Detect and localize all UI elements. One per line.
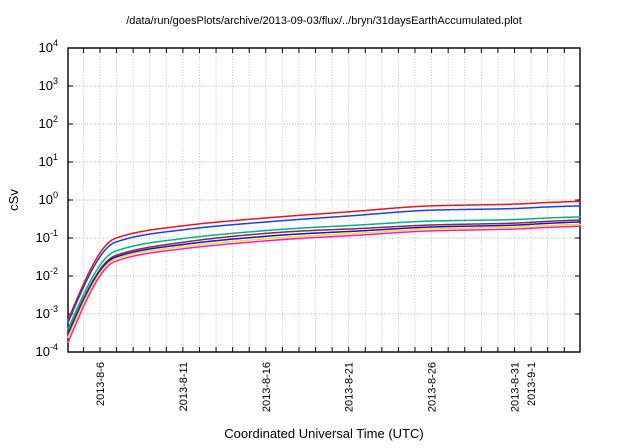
- svg-text:2013-8-16: 2013-8-16: [261, 362, 273, 412]
- svg-text:2013-8-26: 2013-8-26: [427, 362, 439, 412]
- svg-text:/data/run/goesPlots/archive/20: /data/run/goesPlots/archive/2013-09-03/f…: [126, 15, 522, 27]
- svg-text:2013-8-21: 2013-8-21: [344, 362, 356, 412]
- svg-text:Coordinated Universal Time (UT: Coordinated Universal Time (UTC): [224, 426, 423, 441]
- svg-text:2013-8-6: 2013-8-6: [95, 362, 107, 406]
- svg-text:2013-8-11: 2013-8-11: [178, 362, 190, 411]
- svg-text:cSv: cSv: [6, 189, 21, 211]
- svg-text:2013-8-31: 2013-8-31: [510, 362, 522, 412]
- svg-text:2013-9-1: 2013-9-1: [526, 362, 538, 406]
